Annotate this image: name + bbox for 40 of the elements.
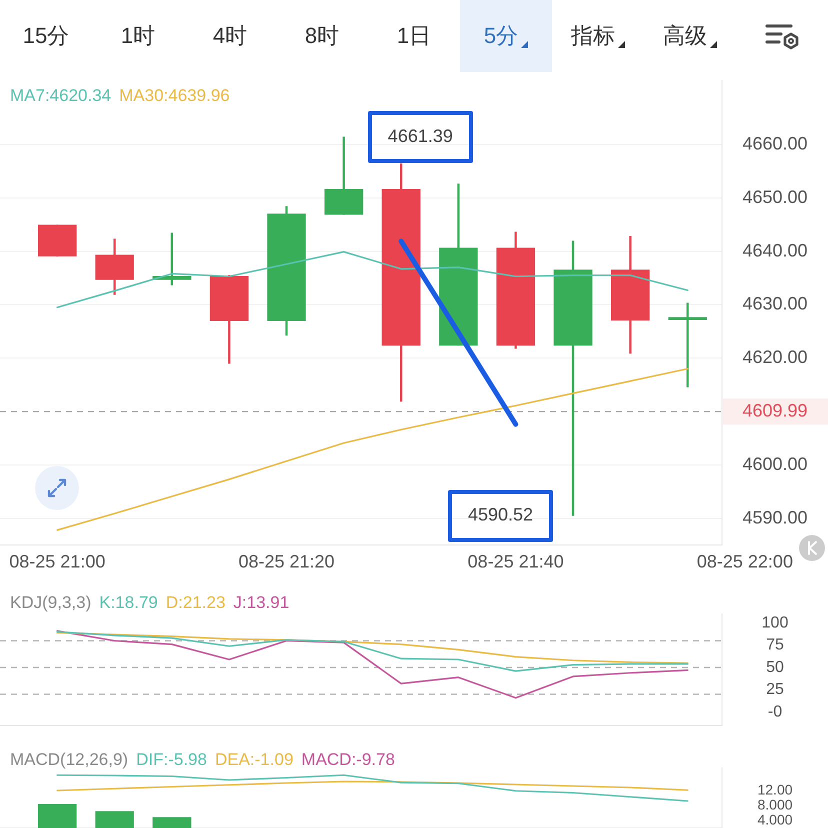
y-tick-label: 25 [766, 681, 784, 698]
series-label: J:13.91 [233, 593, 290, 612]
y-tick-label: 4630.00 [742, 294, 808, 314]
annotation: MACD:-9.78 [301, 750, 395, 769]
y-tick-label: 4620.00 [742, 347, 808, 368]
y-tick-label: 4640.00 [742, 240, 808, 260]
text: 8时 [304, 22, 340, 50]
text: MA30:4639.96 [119, 86, 230, 105]
y-tick-label: 4650.00 [742, 186, 808, 207]
text: 15分 [22, 22, 70, 50]
y-tick-label: 100 [762, 614, 788, 632]
text: 高级 [663, 22, 707, 50]
y-tick-label: 4660.00 [742, 133, 808, 154]
y-tick-label: 12.00 [757, 781, 793, 798]
chart-title: MACD(12,26,9) [10, 750, 128, 769]
series-label: D:21.23 [166, 593, 226, 612]
text: 4时 [212, 22, 248, 50]
y-tick-label: 4.000 [757, 811, 793, 828]
text: 1日 [396, 22, 432, 50]
y-tick-label: 4590.00 [742, 507, 808, 528]
y-tick-label: 50 [766, 658, 784, 676]
x-tick-label: 08-25 22:00 [696, 551, 793, 572]
y-tick-label: 75 [766, 636, 784, 654]
text: MA7:4620.34 [10, 86, 112, 105]
y-tick-label: 4600.00 [742, 454, 808, 474]
series-label: K:18.79 [99, 593, 158, 612]
annotation: 4590.52 [468, 504, 534, 524]
series-label: DEA:-1.09 [214, 750, 294, 769]
x-tick-label: 08-25 21:00 [9, 551, 106, 572]
x-tick-label: 08-25 21:40 [468, 551, 564, 572]
y-tick-label: -0 [768, 704, 782, 721]
selected-tab: 5分 [460, 0, 552, 72]
x-tick-label: 08-25 21:20 [238, 551, 335, 572]
y-tick-label: 4609.99 [742, 400, 808, 421]
text: 1时 [120, 22, 156, 50]
annotation: 4661.39 [388, 126, 453, 146]
series-label: DIF:-5.98 [136, 750, 207, 769]
chart-title: KDJ(9,3,3) [10, 593, 92, 612]
y-tick-label: 8.000 [757, 796, 793, 812]
text: 指标 [571, 22, 615, 50]
